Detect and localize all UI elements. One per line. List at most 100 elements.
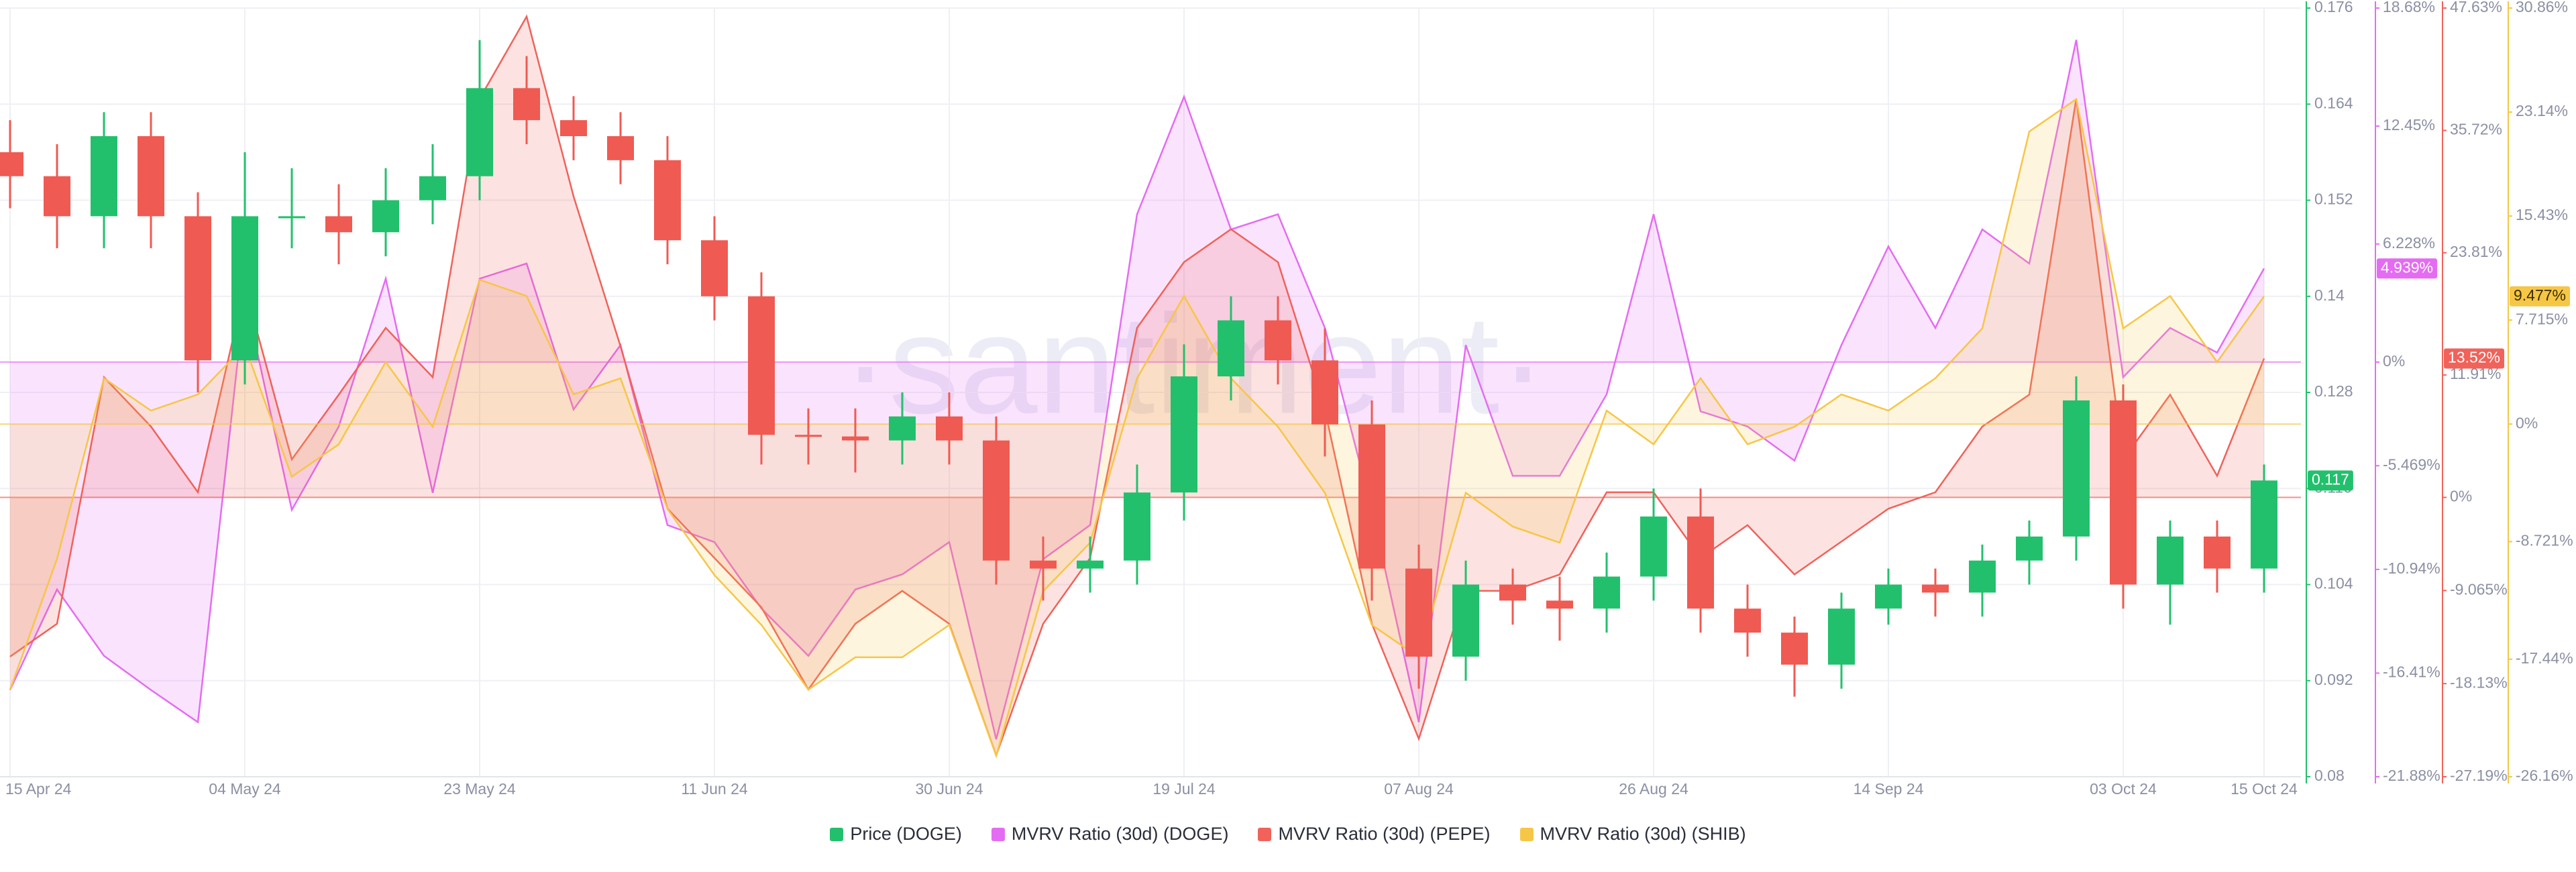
candles — [0, 40, 2277, 697]
last-value-label: 9.477% — [2514, 286, 2566, 304]
candle-body — [1358, 424, 1385, 569]
candle-body — [1593, 576, 1620, 609]
y-tick-label: 0.08 — [2314, 767, 2345, 784]
y-tick-label: 0.14 — [2314, 286, 2345, 304]
last-value-tag: 0.117 — [2308, 470, 2353, 491]
candle-body — [607, 136, 634, 160]
y-tick-label: -17.44% — [2516, 649, 2573, 667]
series-line — [9, 14, 2265, 758]
y-tick-label: 0.092 — [2314, 671, 2353, 688]
y-tick-label: 15.43% — [2516, 206, 2568, 223]
x-tick-label: 19 Jul 24 — [1152, 780, 1216, 798]
y-tick-label: 0.176 — [2314, 0, 2353, 15]
candle-body — [701, 240, 728, 296]
candle-body — [936, 416, 963, 441]
candle-body — [1405, 568, 1432, 657]
candle-body — [372, 200, 399, 233]
axes: 15 Apr 24 04 May 24 23 May 24 11 Jun 24 30 J… — [0, 0, 2573, 798]
y-tick-label: 0% — [2450, 488, 2472, 505]
candle-body — [842, 436, 869, 441]
last-value-tag: 13.52% — [2444, 348, 2505, 369]
y-tick-label: 35.72% — [2450, 121, 2502, 138]
candle-body — [1640, 516, 1667, 577]
candle-body — [889, 416, 916, 441]
candle-body — [231, 216, 258, 361]
legend-label: MVRV Ratio (30d) (DOGE) — [1011, 824, 1229, 844]
candle-body — [1499, 584, 1526, 601]
y-tick-label: 23.14% — [2516, 102, 2568, 119]
x-tick-label: 15 Apr 24 — [5, 780, 72, 798]
candle-body — [419, 176, 446, 201]
candle-body — [184, 216, 211, 361]
candle-body — [44, 176, 70, 217]
legend-item[interactable]: MVRV Ratio (30d) (SHIB) — [1519, 824, 1746, 844]
legend-item[interactable]: MVRV Ratio (30d) (DOGE) — [991, 824, 1229, 844]
y-tick-label: 47.63% — [2450, 0, 2502, 15]
last-value-box — [2308, 470, 2353, 491]
x-tick-label: 26 Aug 24 — [1619, 780, 1688, 798]
y-tick-label: 23.81% — [2450, 243, 2502, 260]
candle-body — [748, 296, 775, 435]
y-tick-label: -5.469% — [2383, 455, 2440, 473]
candle-body — [1969, 560, 1996, 593]
candle-body — [325, 216, 352, 233]
area-fill — [10, 16, 2264, 755]
series-line — [9, 40, 2265, 740]
candle-body — [1781, 633, 1808, 665]
legend-item[interactable]: MVRV Ratio (30d) (PEPE) — [1258, 824, 1491, 844]
last-value-tag: 9.477% — [2510, 286, 2571, 307]
y-tick-label: -8.721% — [2516, 532, 2573, 549]
legend: Price (DOGE) MVRV Ratio (30d) (DOGE) MVRV … — [0, 824, 2576, 844]
x-tick-label: 30 Jun 24 — [915, 780, 983, 798]
candle-body — [1922, 584, 1949, 593]
y-tick-label: 12.45% — [2383, 116, 2435, 133]
y-tick-label: 0% — [2516, 414, 2538, 431]
y-tick-label: -16.41% — [2383, 663, 2440, 681]
legend-item[interactable]: Price (DOGE) — [830, 824, 962, 844]
last-value-box — [2510, 286, 2571, 307]
candle-body — [2063, 400, 2090, 537]
candle-body — [983, 440, 1010, 561]
y-tick-label: 30.86% — [2516, 0, 2568, 15]
candle-body — [560, 120, 587, 136]
x-tick-label: 04 May 24 — [209, 780, 281, 798]
legend-swatch — [991, 827, 1005, 841]
x-tick-label: 11 Jun 24 — [681, 780, 748, 798]
last-value-label: 4.939% — [2381, 258, 2433, 276]
legend-label: MVRV Ratio (30d) (PEPE) — [1278, 824, 1491, 844]
y-tick-label: 7.715% — [2516, 310, 2568, 327]
candle-body — [138, 136, 164, 217]
areas — [0, 14, 2301, 759]
chart: ·santiment· 15 Apr 24 04 May 24 23 May 24 1… — [0, 0, 2573, 798]
x-tick-label: 03 Oct 24 — [2090, 780, 2157, 798]
x-tick-label: 23 May 24 — [443, 780, 516, 798]
candle-body — [654, 160, 681, 241]
candle-body — [278, 216, 305, 219]
x-tick-label: 14 Sep 24 — [1854, 780, 1924, 798]
candle-body — [1734, 608, 1761, 633]
x-tick-label: 15 Oct 24 — [2231, 780, 2298, 798]
y-tick-label: -27.19% — [2450, 767, 2508, 784]
x-tick-label: 07 Aug 24 — [1384, 780, 1454, 798]
y-tick-label: -9.065% — [2450, 580, 2508, 598]
series-line — [9, 97, 2265, 759]
last-value-label: 0.117 — [2312, 470, 2349, 488]
candle-body — [1687, 516, 1714, 609]
candle-body — [1218, 320, 1244, 377]
candle-body — [1077, 560, 1104, 569]
last-value-tag: 4.939% — [2377, 258, 2438, 279]
candle-body — [1828, 608, 1855, 665]
y-tick-label: 0.104 — [2314, 575, 2353, 592]
legend-label: Price (DOGE) — [850, 824, 962, 844]
candle-body — [513, 88, 540, 121]
last-value-box — [2444, 348, 2505, 369]
candle-body — [1265, 320, 1291, 361]
candle-body — [91, 136, 117, 217]
candle-body — [466, 88, 493, 176]
legend-label: MVRV Ratio (30d) (SHIB) — [1540, 824, 1746, 844]
y-tick-label: -26.16% — [2516, 767, 2573, 784]
legend-swatch — [1258, 827, 1272, 841]
candle-body — [1546, 600, 1573, 609]
candle-body — [1311, 360, 1338, 425]
y-tick-label: 0.164 — [2314, 94, 2353, 111]
